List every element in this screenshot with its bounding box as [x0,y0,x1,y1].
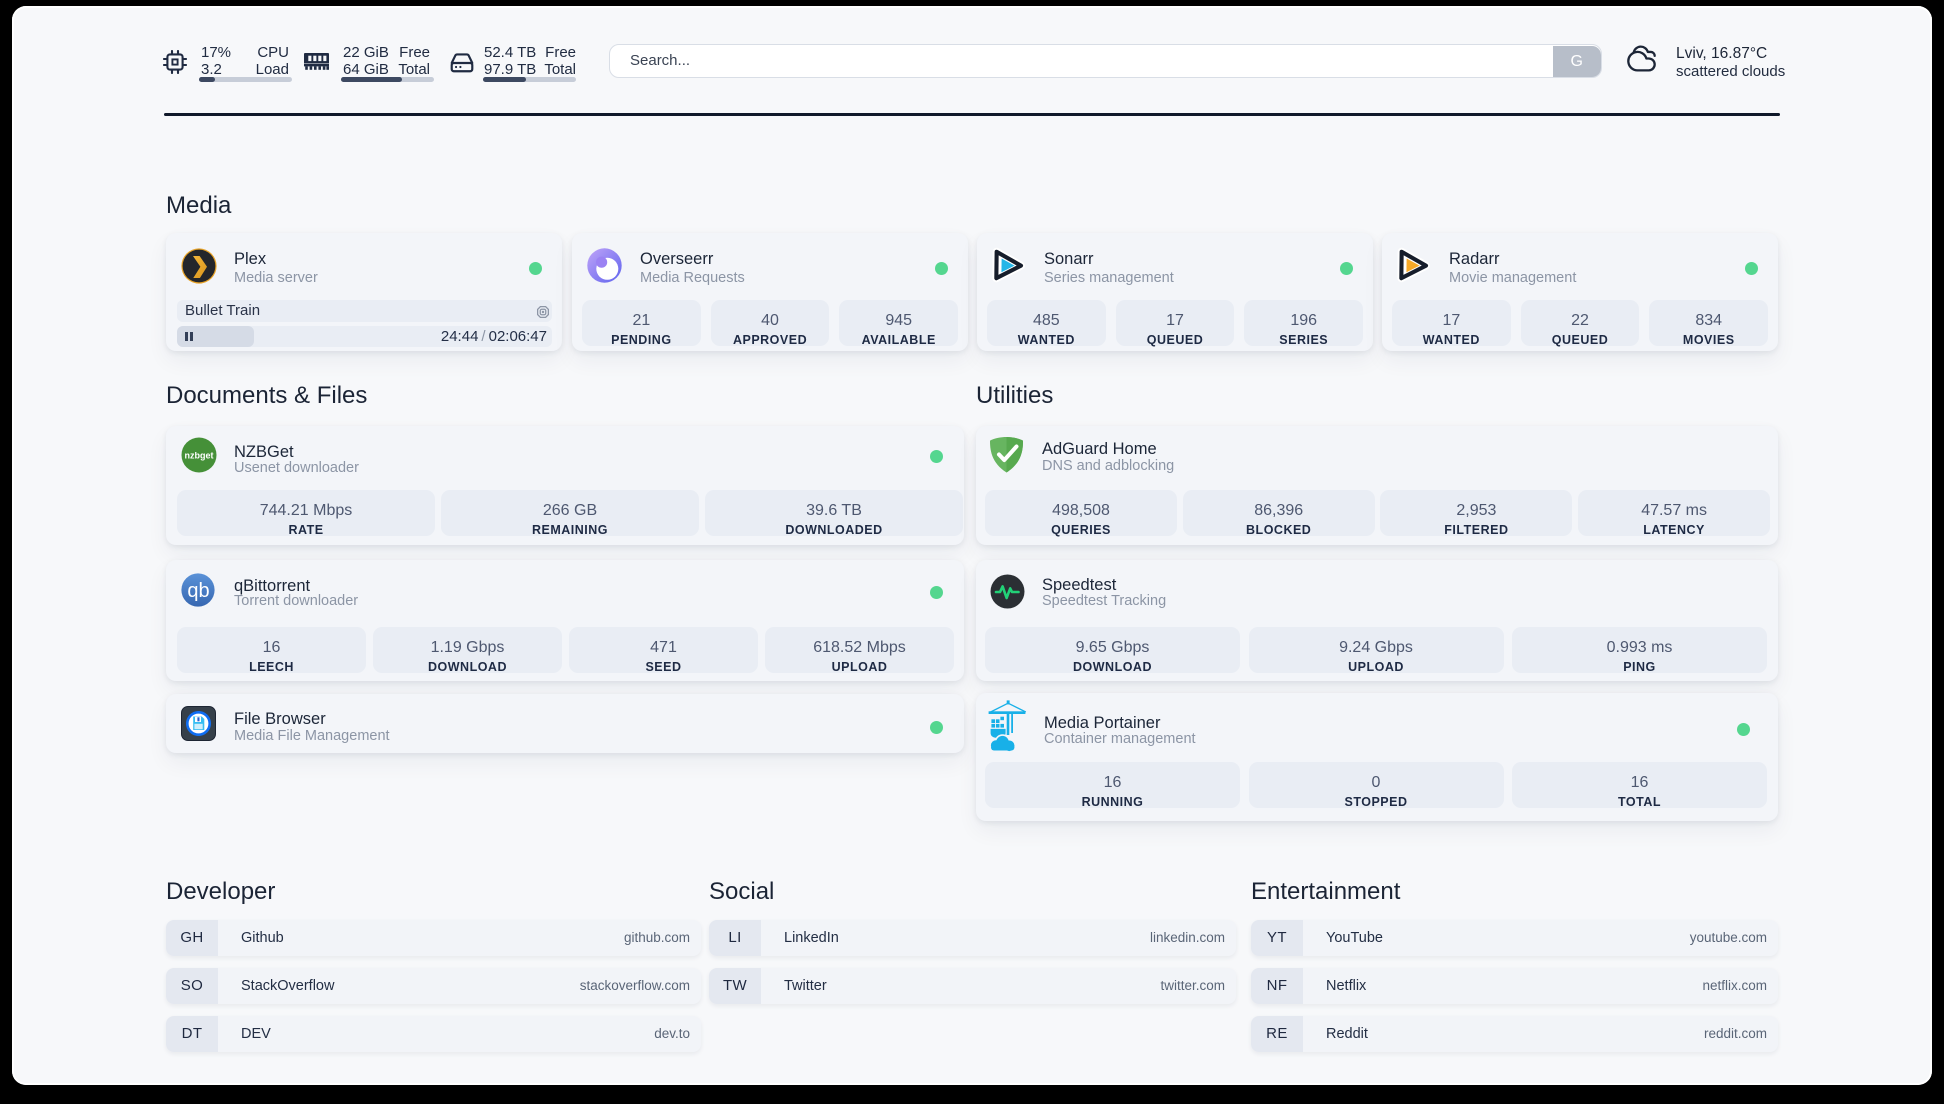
svg-text:qb: qb [187,580,209,602]
svg-text:nzbget: nzbget [185,451,214,461]
